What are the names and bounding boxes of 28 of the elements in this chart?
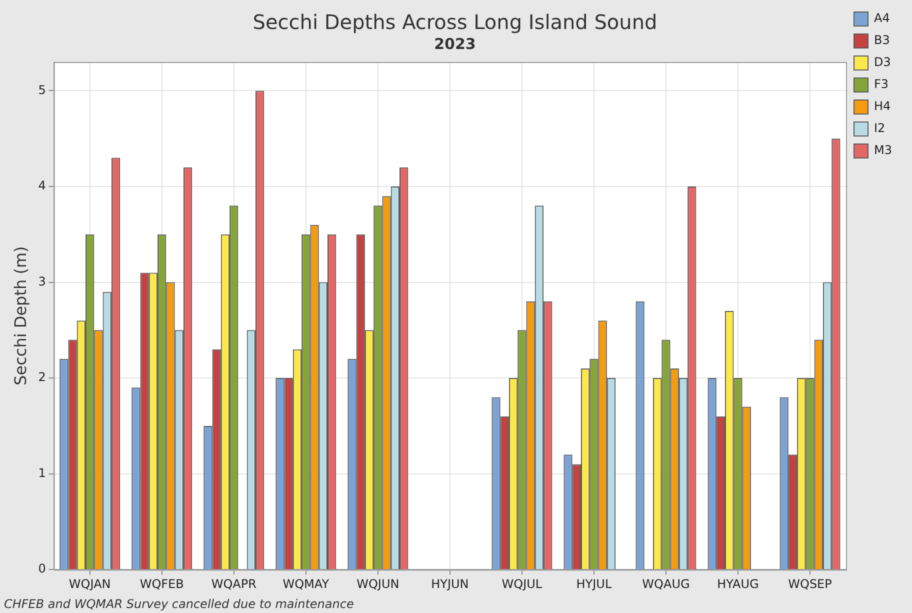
x-tick-label: HYJUL [576, 576, 612, 591]
x-tick-label: WQMAY [282, 576, 330, 591]
legend-label: M3 [874, 143, 892, 158]
y-axis-title: Secchi Depth (m) [10, 246, 30, 386]
chart-subtitle: 2023 [434, 34, 476, 53]
x-tick-label: HYAUG [717, 576, 759, 591]
x-tick-label: WQJUL [502, 576, 542, 591]
y-tick-label: 3 [38, 274, 46, 288]
text: CHFEB and WQMAR Survey cancelled due to maintenance [4, 597, 354, 612]
legend-label: I2 [874, 121, 886, 136]
y-tick-label: 5 [38, 82, 46, 97]
legend-label: H4 [874, 99, 891, 114]
legend-label: A4 [874, 11, 890, 26]
x-tick-label: WQAUG [642, 576, 690, 591]
y-tick-label: 2 [38, 370, 46, 384]
chart-title: Secchi Depths Across Long Island Sound [252, 10, 658, 34]
legend-label: D3 [874, 55, 891, 70]
y-tick-label: 4 [38, 178, 46, 193]
y-tick-label: 0 [38, 562, 46, 576]
x-tick-label: WQFEB [140, 576, 184, 591]
legend-label: B3 [874, 33, 890, 48]
x-tick-label: WQJAN [68, 576, 111, 591]
x-tick-label: WQJUN [356, 576, 400, 591]
x-tick-label: HYJUN [431, 576, 469, 591]
x-tick-label: WQSEP [788, 576, 832, 591]
y-tick-label: 1 [38, 466, 46, 480]
x-tick-label: WQAPR [211, 576, 256, 591]
legend-label: F3 [874, 77, 889, 92]
